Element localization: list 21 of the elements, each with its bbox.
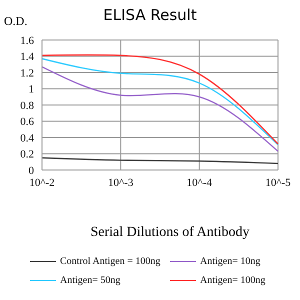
legend-label: Antigen= 10ng bbox=[200, 256, 260, 267]
x-axis-title: Serial Dilutions of Antibody bbox=[89, 225, 251, 241]
y-tick-label: 1.2 bbox=[20, 67, 34, 80]
x-tick-label: 10^-5 bbox=[265, 176, 292, 189]
y-tick-label: 1.6 bbox=[20, 34, 34, 47]
line-series bbox=[41, 66, 279, 152]
y-tick-label: 0.2 bbox=[20, 148, 34, 161]
chart-title: ELISA Result bbox=[103, 6, 197, 24]
y-tick-label: 0.8 bbox=[20, 100, 34, 112]
y-tick-label: 1.4 bbox=[20, 51, 34, 64]
y-axis-title: O.D. bbox=[4, 14, 28, 29]
y-tick-label: 0.4 bbox=[20, 132, 34, 144]
y-tick-label: 1 bbox=[28, 84, 34, 96]
x-tick-label: 10^-3 bbox=[108, 176, 134, 189]
x-tick-label: 10^-4 bbox=[186, 176, 212, 189]
legend-label: Control Antigen = 100ng bbox=[60, 256, 160, 267]
y-tick-label: 0.6 bbox=[20, 116, 34, 128]
legend-label: Antigen= 100ng bbox=[200, 275, 266, 286]
legend-label: Antigen= 50ng bbox=[60, 275, 120, 286]
x-tick-label: 10^-2 bbox=[29, 176, 55, 189]
y-tick-label: 0 bbox=[28, 164, 34, 177]
